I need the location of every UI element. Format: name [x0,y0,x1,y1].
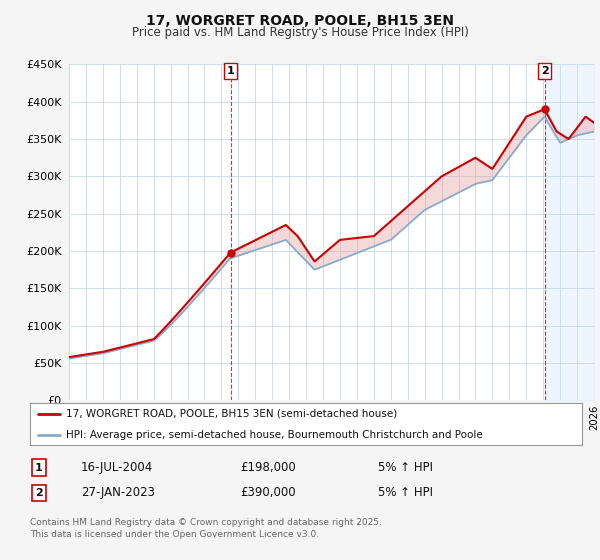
Text: 1: 1 [35,463,43,473]
Text: 27-JAN-2023: 27-JAN-2023 [81,486,155,500]
Text: 17, WORGRET ROAD, POOLE, BH15 3EN: 17, WORGRET ROAD, POOLE, BH15 3EN [146,14,454,28]
Text: 5% ↑ HPI: 5% ↑ HPI [378,486,433,500]
Text: 5% ↑ HPI: 5% ↑ HPI [378,461,433,474]
Text: Contains HM Land Registry data © Crown copyright and database right 2025.
This d: Contains HM Land Registry data © Crown c… [30,518,382,539]
Text: Price paid vs. HM Land Registry's House Price Index (HPI): Price paid vs. HM Land Registry's House … [131,26,469,39]
Text: 2: 2 [35,488,43,498]
Text: £198,000: £198,000 [240,461,296,474]
Text: HPI: Average price, semi-detached house, Bournemouth Christchurch and Poole: HPI: Average price, semi-detached house,… [66,430,482,440]
Text: £390,000: £390,000 [240,486,296,500]
Text: 2: 2 [541,66,548,76]
Text: 1: 1 [227,66,235,76]
Text: 17, WORGRET ROAD, POOLE, BH15 3EN (semi-detached house): 17, WORGRET ROAD, POOLE, BH15 3EN (semi-… [66,409,397,419]
Text: 16-JUL-2004: 16-JUL-2004 [81,461,153,474]
